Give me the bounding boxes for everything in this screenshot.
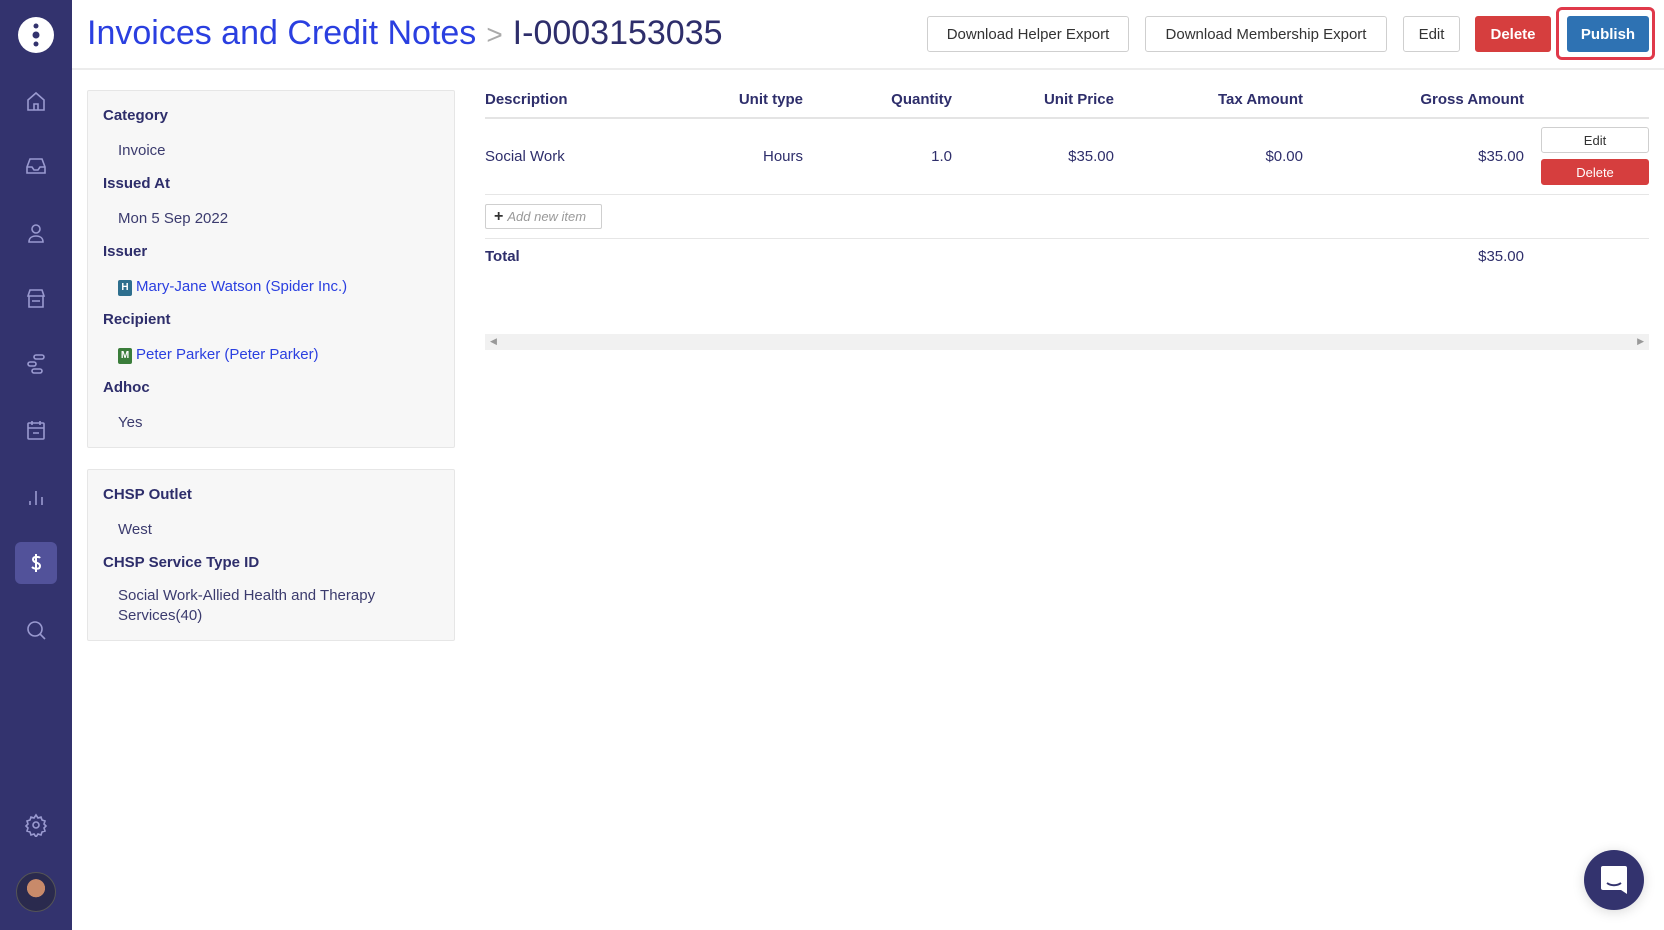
- sidebar: [0, 0, 72, 930]
- workflow-icon: [27, 354, 45, 374]
- gear-icon: [24, 813, 48, 837]
- row-delete-button[interactable]: Delete: [1541, 159, 1649, 185]
- sidebar-item-reports[interactable]: [15, 476, 57, 518]
- add-new-item-label: Add new item: [507, 209, 587, 224]
- chart-icon: [29, 491, 43, 505]
- column-header-description: Description: [485, 91, 568, 108]
- column-header-tax-amount: Tax Amount: [1218, 91, 1303, 108]
- row-edit-button[interactable]: Edit: [1541, 127, 1649, 153]
- column-header-unit-price: Unit Price: [1043, 91, 1114, 108]
- user-icon: [28, 224, 44, 243]
- cell-gross-amount: $35.00: [1478, 148, 1524, 165]
- helper-badge: H: [118, 280, 132, 296]
- chsp-panel: CHSP Outlet West CHSP Service Type ID So…: [87, 469, 455, 641]
- download-membership-export-button[interactable]: Download Membership Export: [1145, 16, 1387, 52]
- recipient-value: M Peter Parker (Peter Parker): [118, 345, 319, 365]
- issuer-label: Issuer: [103, 243, 148, 260]
- sidebar-item-search[interactable]: [15, 609, 57, 651]
- invoice-details-panel: Category Invoice Issued At Mon 5 Sep 202…: [87, 90, 455, 448]
- breadcrumb-separator: >: [486, 19, 503, 50]
- sidebar-item-store[interactable]: [15, 277, 57, 319]
- sidebar-item-billing[interactable]: [15, 542, 57, 584]
- chsp-outlet-value: West: [118, 521, 152, 538]
- calendar-icon: [27, 421, 45, 440]
- issued-at-label: Issued At: [103, 175, 170, 192]
- cell-description: Social Work: [485, 148, 565, 165]
- total-divider: [485, 238, 1649, 239]
- issued-at-value: Mon 5 Sep 2022: [118, 210, 229, 227]
- sidebar-item-workflow[interactable]: [15, 343, 57, 385]
- plus-icon: +: [494, 207, 504, 225]
- store-icon: [26, 289, 46, 308]
- publish-button[interactable]: Publish: [1567, 16, 1649, 52]
- edit-button[interactable]: Edit: [1403, 16, 1460, 52]
- download-helper-export-button[interactable]: Download Helper Export: [927, 16, 1129, 52]
- delete-button[interactable]: Delete: [1475, 16, 1551, 52]
- scroll-right-icon[interactable]: ▶: [1637, 336, 1644, 346]
- cell-unit-price: $35.00: [1068, 148, 1114, 165]
- home-icon: [27, 91, 45, 111]
- recipient-label: Recipient: [103, 311, 171, 328]
- sidebar-item-home[interactable]: [15, 80, 57, 122]
- cell-quantity: 1.0: [931, 148, 952, 165]
- horizontal-scrollbar[interactable]: ◀ ▶: [485, 334, 1649, 350]
- recipient-link[interactable]: Peter Parker (Peter Parker): [136, 346, 319, 363]
- cell-unit-type: Hours: [762, 148, 803, 165]
- page-title: I-0003153035: [512, 14, 723, 52]
- avatar[interactable]: [16, 872, 56, 912]
- inbox-icon: [26, 158, 46, 174]
- sidebar-item-inbox[interactable]: [15, 145, 57, 187]
- issuer-link[interactable]: Mary-Jane Watson (Spider Inc.): [136, 278, 348, 295]
- adhoc-label: Adhoc: [103, 379, 150, 396]
- chat-launcher-button[interactable]: [1584, 850, 1644, 910]
- column-header-gross-amount: Gross Amount: [1420, 91, 1524, 108]
- category-value: Invoice: [118, 142, 166, 159]
- add-new-item-button[interactable]: + Add new item: [485, 204, 602, 229]
- issuer-value: H Mary-Jane Watson (Spider Inc.): [118, 277, 347, 297]
- header-divider: [485, 117, 1649, 119]
- scroll-left-icon[interactable]: ◀: [490, 336, 497, 346]
- chat-icon: [1601, 866, 1627, 894]
- chsp-service-value: Social Work-Allied Health and Therapy Se…: [118, 587, 376, 624]
- cell-tax-amount: $0.00: [1265, 148, 1303, 165]
- dollar-icon: [31, 554, 42, 572]
- adhoc-value: Yes: [118, 414, 143, 431]
- page-header: Invoices and Credit Notes > I-0003153035: [72, 0, 1664, 70]
- publish-highlight: [1556, 7, 1655, 60]
- chsp-service-label: CHSP Service Type ID: [103, 554, 260, 571]
- total-label: Total: [485, 248, 520, 265]
- sidebar-item-calendar[interactable]: [15, 409, 57, 451]
- column-header-quantity: Quantity: [891, 91, 952, 108]
- breadcrumb: Invoices and Credit Notes > I-0003153035: [87, 14, 723, 53]
- app-logo[interactable]: [18, 17, 54, 53]
- category-label: Category: [103, 107, 169, 124]
- sidebar-item-people[interactable]: [15, 212, 57, 254]
- total-value: $35.00: [1478, 248, 1524, 265]
- search-icon: [27, 621, 46, 640]
- sidebar-item-settings[interactable]: [15, 804, 57, 846]
- breadcrumb-link[interactable]: Invoices and Credit Notes: [87, 14, 477, 52]
- row-divider: [485, 194, 1649, 195]
- chsp-outlet-label: CHSP Outlet: [103, 486, 192, 503]
- column-header-unit-type: Unit type: [738, 91, 803, 108]
- member-badge: M: [118, 348, 132, 364]
